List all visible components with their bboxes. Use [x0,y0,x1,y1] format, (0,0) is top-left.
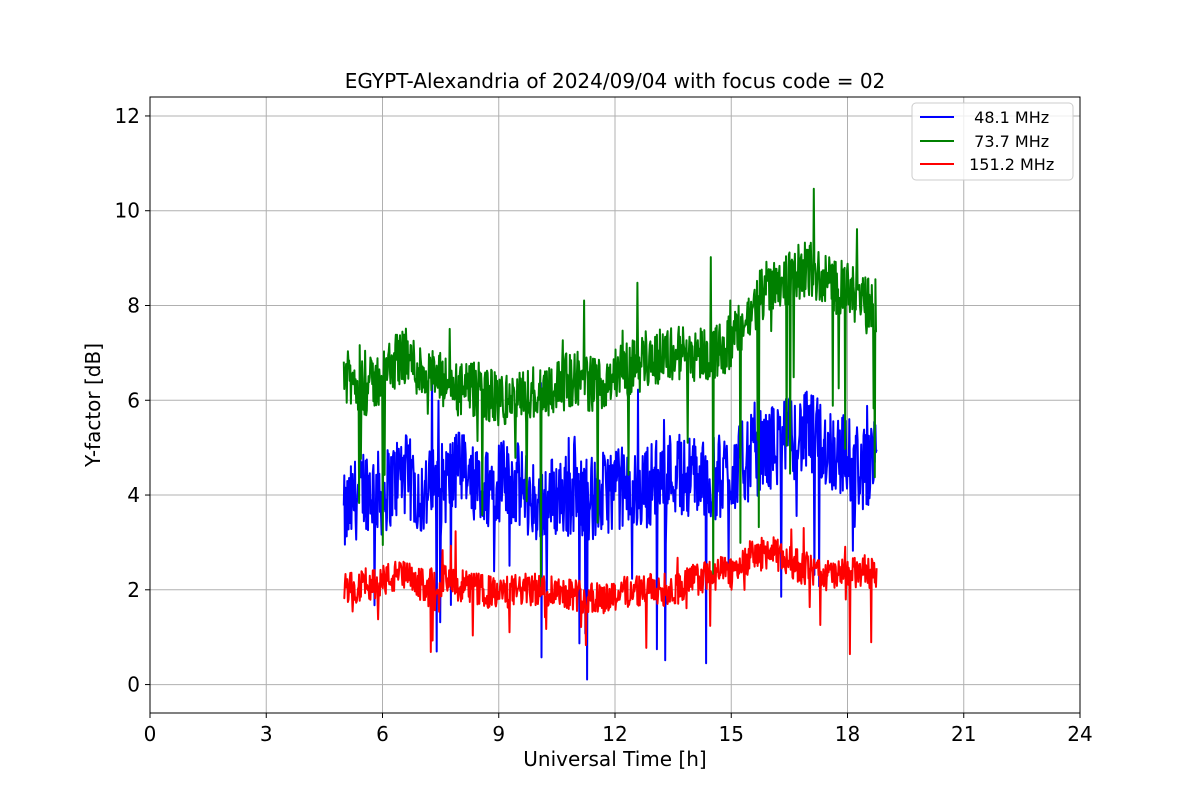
x-tick-label: 9 [492,722,505,746]
x-tick-label: 15 [719,722,744,746]
series-line-2 [343,527,878,656]
x-tick-label: 6 [376,722,389,746]
x-tick-label: 21 [951,722,976,746]
x-axis: 0 3 6 9 12 15 18 21 24 [144,713,1093,746]
y-axis-label: Y-factor [dB] [81,343,105,468]
x-tick-label: 24 [1067,722,1092,746]
y-tick-label: 0 [127,673,140,697]
y-tick-label: 12 [115,104,140,128]
legend-label-151mhz: 151.2 MHz [964,155,1054,174]
chart-title: EGYPT-Alexandria of 2024/09/04 with focu… [345,69,886,93]
x-axis-label: Universal Time [h] [523,747,706,771]
x-tick-label: 3 [260,722,273,746]
legend: 48.1 MHz 73.7 MHz 151.2 MHz [911,102,1074,181]
series-line-1 [342,187,878,588]
x-tick-label: 12 [602,722,627,746]
series-layer [342,187,878,681]
y-tick-label: 10 [115,199,140,223]
y-tick-label: 6 [127,388,140,412]
y-axis: 0 2 4 6 8 10 12 [115,104,150,697]
x-tick-label: 18 [835,722,860,746]
x-tick-label: 0 [144,722,157,746]
y-tick-label: 2 [127,578,140,602]
y-tick-label: 8 [127,293,140,317]
series-line-0 [342,364,878,681]
legend-box [911,102,1074,181]
legend-label-48mhz: 48.1 MHz [964,108,1049,127]
y-tick-label: 4 [127,483,140,507]
legend-label-73mhz: 73.7 MHz [964,132,1049,151]
